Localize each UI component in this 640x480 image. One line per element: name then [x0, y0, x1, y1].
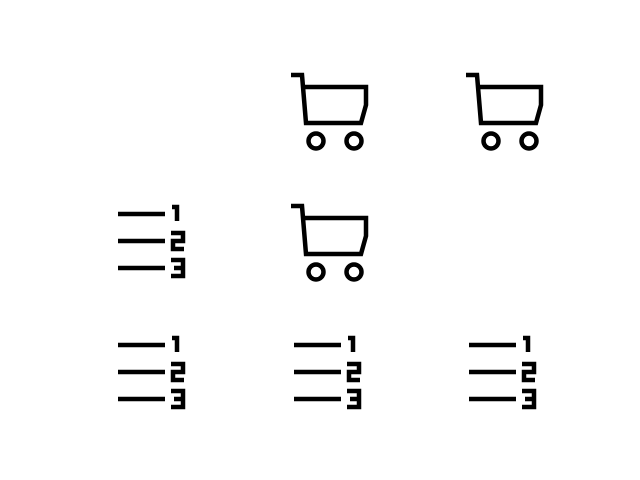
shopping-cart-icon: [291, 72, 369, 151]
empty-cell: [459, 196, 549, 286]
ordered-list-icon: [118, 204, 186, 279]
ordered-list-button[interactable]: [108, 196, 198, 286]
ordered-list-button[interactable]: [108, 327, 198, 417]
ordered-list-icon: [118, 335, 186, 410]
shopping-cart-button[interactable]: [459, 65, 549, 155]
ordered-list-button[interactable]: [284, 327, 374, 417]
shopping-cart-icon: [291, 203, 369, 282]
ordered-list-icon: [469, 335, 537, 410]
shopping-cart-button[interactable]: [284, 196, 374, 286]
empty-cell: [108, 65, 198, 155]
ordered-list-icon: [294, 335, 362, 410]
shopping-cart-button[interactable]: [284, 65, 374, 155]
shopping-cart-icon: [466, 72, 544, 151]
ordered-list-button[interactable]: [459, 327, 549, 417]
